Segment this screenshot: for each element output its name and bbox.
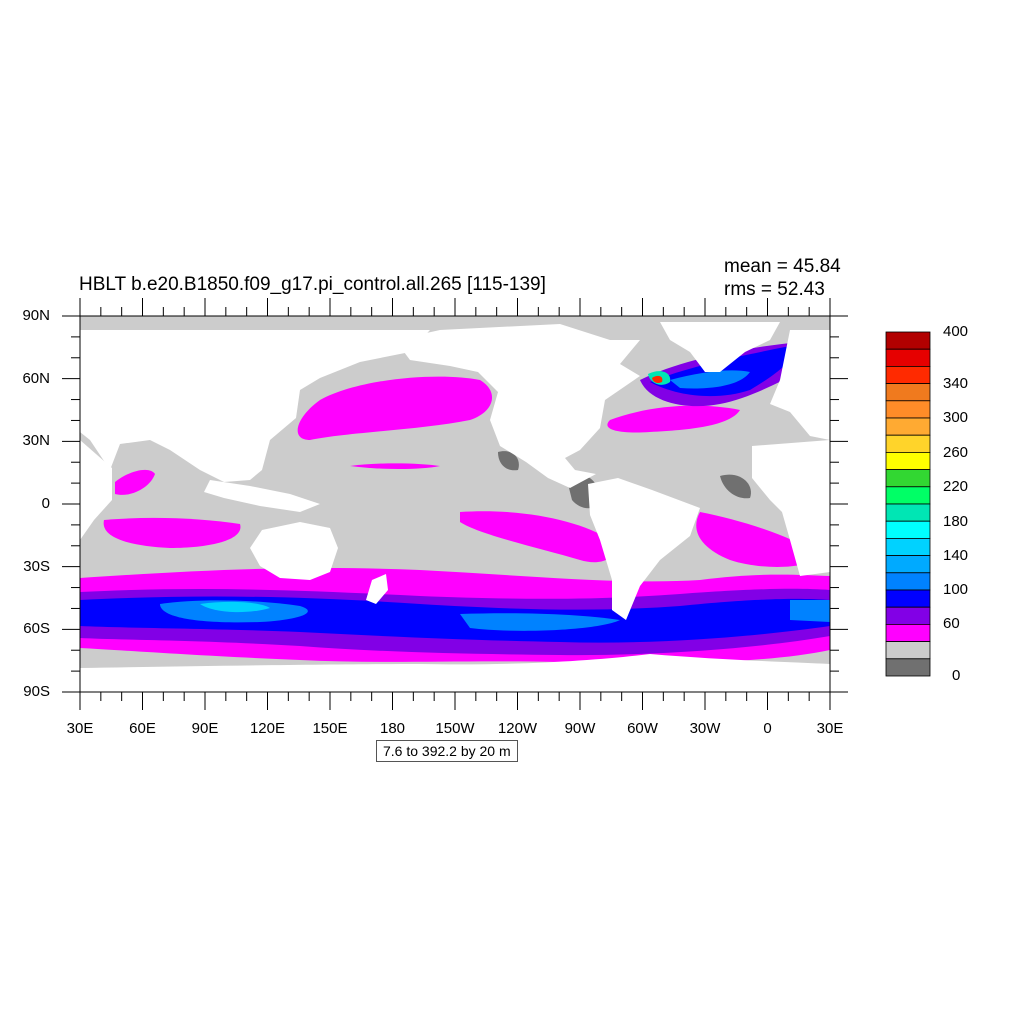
longitude-label: 150W [435,720,475,737]
north-pacific-60-region [350,463,440,469]
south-indian-60-region [103,517,241,548]
colorbar-swatch [885,348,931,367]
latitude-label: 30N [22,432,50,450]
longitude-label: 30W [689,720,721,737]
north-atlantic-60-region [607,405,740,433]
australia-landmass [250,522,338,580]
colorbar-swatch [885,434,931,453]
rms-value: rms = 52.43 [724,279,825,300]
colorbar-label: 60 [943,615,960,632]
longitude-label: 30E [816,720,844,737]
colorbar-swatch [885,555,931,574]
colorbar-swatch [885,520,931,539]
colorbar-swatch [885,383,931,402]
colorbar-swatch [885,451,931,470]
longitude-label: 120W [497,720,538,737]
southern-ocean-120-region [460,613,620,631]
colorbar-label: 0 [952,667,961,684]
latitude-label: 60S [23,620,50,638]
colorbar-label: 100 [943,581,969,598]
eurasia-landmass [80,330,430,482]
colorbar-label: 300 [943,409,969,426]
colorbar-label: 180 [943,513,969,530]
latitude-label: 90N [22,307,50,324]
colorbar [885,331,931,677]
plot-title: HBLT b.e20.B1850.f09_g17.pi_control.all.… [79,274,546,295]
colorbar-swatch [885,624,931,643]
longitude-label: 60W [627,720,658,737]
colorbar-swatch [885,589,931,608]
south-atlantic-60-region [696,512,820,567]
gulf-low-region [498,451,519,471]
longitude-label: 120E [249,720,286,737]
colorbar-swatch [885,331,931,350]
mean-value: mean = 45.84 [724,256,841,277]
colorbar-swatch [885,503,931,522]
colorbar-swatch [885,658,931,677]
colorbar-label: 140 [943,547,969,564]
colorbar-swatch [885,572,931,591]
africa-landmass [752,440,830,576]
greenland-landmass [660,322,780,372]
north-pacific-60-region [297,376,493,440]
southern-ocean-140-core [200,601,270,613]
colorbar-swatch [885,606,931,625]
longitude-label: 180 [379,720,406,737]
colorbar-swatch [885,400,931,419]
colorbar-label: 400 [943,323,969,340]
longitude-label: 60E [129,720,156,737]
colorbar-swatch [885,641,931,660]
colorbar-swatch [885,469,931,488]
latitude-label: 90S [23,683,50,700]
colorbar-label: 220 [943,478,969,495]
latitude-label: 60N [22,369,50,387]
antarctica-landmass [80,654,830,692]
longitude-label: 90E [191,720,219,737]
latitude-label: 0 [41,495,50,512]
north-america-landmass [395,324,640,488]
latitude-label: 30S [23,557,50,575]
labrador-sea-peak [652,375,663,383]
contour-info-box: 7.6 to 392.2 by 20 m [376,740,518,762]
colorbar-swatch [885,538,931,557]
europe-landmass [770,330,830,440]
east-pacific-60-region [460,511,613,563]
longitude-label: 30E [66,720,94,737]
colorbar-swatch [885,486,931,505]
maritime-continent-landmass [204,480,320,512]
colorbar-label: 260 [943,444,969,461]
south-america-landmass [588,478,700,620]
new-zealand-landmass [366,574,388,604]
colorbar-swatch [885,417,931,436]
southern-ocean-120-region [790,600,830,622]
colorbar-label: 340 [943,375,969,392]
colorbar-swatch [885,365,931,384]
arabian-sea-60-region [115,469,155,495]
labrador-sea-120-region [670,370,750,389]
west-africa-low-region [720,474,751,499]
axis-ticks [62,298,848,710]
longitude-label: 90W [564,720,596,737]
longitude-label: 150E [312,720,348,737]
africa-east-landmass [80,440,112,540]
longitude-label: 0 [763,720,772,737]
